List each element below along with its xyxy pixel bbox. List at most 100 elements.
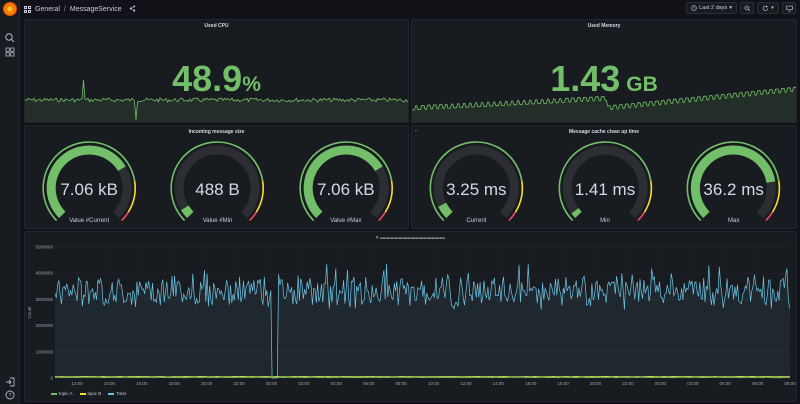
panel-title: Incoming message size (188, 129, 245, 135)
x-tick-label: 10:00 (428, 381, 440, 386)
cpu-stat-value: 48.9% (25, 58, 408, 100)
time-range-picker[interactable]: Last 2 days ▾ (686, 2, 737, 14)
breadcrumb-folder[interactable]: General (35, 5, 60, 13)
cpu-unit: % (242, 73, 261, 96)
gauge-value: 7.06 kB (60, 180, 118, 199)
threshold-red (636, 211, 645, 222)
threshold-yellow (256, 180, 265, 213)
x-tick-label: 04:00 (331, 381, 343, 386)
gauge-value-arc (571, 208, 582, 219)
search-icon[interactable] (4, 32, 16, 44)
gauge-value: 1.41 ms (574, 180, 636, 199)
threshold-green (170, 141, 264, 222)
gauge-track (175, 145, 260, 219)
threshold-red (765, 211, 774, 222)
panel-used-memory: Used Memory 1.43 GB (411, 19, 797, 123)
x-tick-label: 18:00 (169, 381, 181, 386)
x-tick-label: 06:00 (752, 381, 764, 386)
gauge-value-arc (303, 145, 383, 219)
threshold-red (508, 211, 517, 222)
memory-value: 1.43 (550, 58, 621, 99)
nav-rail: ? (0, 0, 20, 404)
panel-title: Used Memory (587, 23, 621, 29)
gauge-value: 3.25 ms (446, 180, 507, 199)
x-tick-label: 04:00 (720, 381, 732, 386)
x-tick-label: 06:00 (363, 381, 375, 386)
x-tick-label: 02:00 (298, 381, 310, 386)
help-icon[interactable]: ? (4, 389, 16, 401)
x-tick-label: 00:00 (266, 381, 278, 386)
msg-size-gauge-3: 7.06 kB Value #Max (282, 136, 408, 228)
zoom-out-button[interactable] (740, 2, 754, 14)
x-tick-label: 00:00 (655, 381, 667, 386)
memory-spark-area (412, 87, 796, 122)
gauge-value: 36.2 ms (703, 180, 764, 199)
dashboard-grid-icon (24, 5, 31, 13)
grafana-logo-icon[interactable] (3, 2, 17, 16)
sign-in-icon[interactable] (4, 376, 16, 388)
x-tick-label: 12:00 (71, 381, 83, 386)
threshold-red (121, 211, 130, 222)
legend-item-topic-b[interactable]: topic B (79, 391, 101, 396)
x-tick-label: 16:00 (136, 381, 148, 386)
series-total (54, 263, 790, 379)
breadcrumb: General / MessageService (20, 4, 136, 14)
refresh-icon (763, 5, 769, 11)
x-tick-label: 08:00 (395, 381, 407, 386)
gauge-label: Value #Current (69, 218, 110, 224)
threshold-yellow (643, 180, 652, 213)
memory-sparkline (412, 86, 796, 122)
gauge-arc (42, 141, 136, 222)
x-tick-label: 18:00 (558, 381, 570, 386)
timeseries-chart[interactable]: 5000000 4000000 3000000 2000000 1000000 0 Coun… (25, 232, 797, 402)
y-tick-label: 2000000 (35, 323, 53, 328)
threshold-yellow (384, 180, 393, 213)
gauge-arc (686, 141, 781, 222)
cache-gauge-1: 3.25 ms Current (412, 136, 541, 228)
dashboard-title[interactable]: MessageService (69, 5, 122, 13)
svg-text:?: ? (9, 393, 12, 399)
threshold-green (42, 141, 136, 222)
refresh-chevron-icon: ▾ (771, 5, 774, 11)
memory-spark-line (412, 86, 796, 111)
cache-gauge-3: 36.2 ms Max (669, 136, 796, 228)
clock-icon (691, 5, 697, 11)
memory-unit: GB (626, 73, 658, 96)
time-range-label: Last 2 days (699, 5, 728, 11)
gauge-arc (558, 141, 652, 222)
refresh-button[interactable]: ▾ (757, 2, 779, 14)
gauge-arc (429, 141, 524, 222)
monitor-icon (785, 5, 793, 11)
total-area (55, 263, 790, 378)
panel-corner-marker: ⌐ (415, 128, 418, 134)
gauge-value: 7.06 kB (316, 180, 375, 199)
gauge-track (562, 145, 648, 219)
panel-used-cpu: Used CPU 48.9% (24, 19, 409, 123)
x-tick-label: 02:00 (687, 381, 699, 386)
threshold-green (686, 141, 780, 222)
dashboards-icon[interactable] (4, 46, 16, 58)
threshold-yellow (772, 180, 781, 213)
cpu-sparkline (25, 79, 408, 122)
chart-legend: topic A topic B Total (51, 391, 126, 396)
gauge-track (433, 145, 519, 219)
y-axis-label: Count (27, 306, 32, 319)
y-tick-label: 0 (50, 376, 53, 381)
memory-stat-value: 1.43 GB (412, 58, 796, 100)
threshold-green (558, 141, 652, 222)
y-tick-label: 4000000 (35, 271, 53, 276)
y-tick-label: 3000000 (35, 297, 53, 302)
legend-item-topic-a[interactable]: topic A (51, 391, 73, 396)
gauge-arc (299, 141, 393, 222)
gauge-value-arc (438, 202, 453, 219)
share-icon[interactable] (129, 4, 136, 14)
tv-mode-button[interactable] (782, 2, 796, 14)
x-tick-label: 20:00 (590, 381, 602, 386)
panel-title: Used CPU (204, 23, 229, 29)
gauge-value: 488 B (195, 180, 240, 199)
x-tick-label: 12:00 (460, 381, 472, 386)
y-tick-label: 1000000 (35, 349, 53, 354)
legend-item-total[interactable]: Total (108, 391, 126, 396)
threshold-red (377, 211, 386, 222)
threshold-green (429, 141, 523, 222)
